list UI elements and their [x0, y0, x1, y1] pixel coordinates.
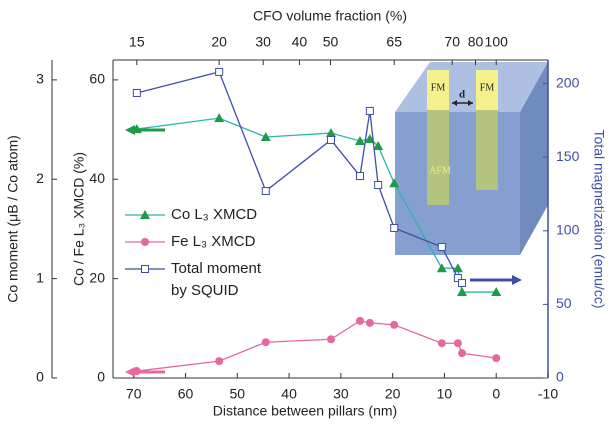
legend-marker [141, 238, 149, 246]
y-tick-label: 60 [89, 71, 105, 87]
x2-tick-label: 80 [468, 34, 484, 50]
x-tick-label: -10 [538, 386, 558, 402]
marker [356, 317, 364, 325]
axis-pointer-head [512, 275, 522, 285]
marker [454, 339, 462, 347]
marker [390, 321, 398, 329]
marker [375, 181, 382, 188]
marker [262, 338, 270, 346]
y2-axis-title: Total magnetization (emu/cc) [591, 130, 607, 309]
y3-axis-title: Co moment (μB / Co atom) [5, 135, 21, 303]
legend-entry: Total moment by SQUID [171, 258, 271, 308]
x2-axis-title: CFO volume fraction (%) [253, 8, 407, 24]
marker [391, 224, 398, 231]
marker [214, 113, 224, 122]
legend-label: Co L₃ XMCD [171, 204, 271, 226]
x-tick-label: 20 [385, 386, 401, 402]
x-tick-label: 60 [178, 386, 194, 402]
marker [458, 349, 466, 357]
y-axis-title: Co / Fe L₃ XMCD (%) [71, 152, 87, 286]
x-tick-label: 30 [333, 386, 349, 402]
x2-tick-label: 50 [323, 34, 339, 50]
y2-tick-label: 0 [556, 369, 564, 385]
marker [327, 335, 335, 343]
marker [438, 243, 445, 250]
pillar [427, 110, 449, 205]
x2-tick-label: 30 [255, 34, 271, 50]
inset-label: FM [480, 82, 495, 93]
x2-tick-label: 70 [444, 34, 460, 50]
marker [357, 173, 364, 180]
marker [328, 136, 335, 143]
marker [262, 188, 269, 195]
x-tick-label: 40 [281, 386, 297, 402]
y3-tick-label: 2 [36, 170, 44, 186]
pillar [476, 110, 498, 190]
x2-tick-label: 20 [211, 34, 227, 50]
inset-label: FM [431, 82, 446, 93]
marker [366, 107, 373, 114]
marker [492, 354, 500, 362]
axis-pointer-head [125, 125, 135, 135]
chart: FM FM d AFM Distance between pillars (nm… [0, 0, 611, 422]
y2-tick-label: 50 [556, 295, 572, 311]
marker [366, 319, 374, 327]
x-tick-label: 50 [229, 386, 245, 402]
marker [133, 89, 140, 96]
x2-tick-label: 100 [485, 34, 509, 50]
y2-tick-label: 200 [556, 74, 580, 90]
marker [459, 280, 466, 287]
y2-tick-label: 100 [556, 221, 580, 237]
x-tick-label: 0 [492, 386, 500, 402]
y3-tick-label: 3 [36, 71, 44, 87]
marker [326, 128, 336, 137]
inset-label: AFM [429, 165, 451, 176]
inset-front [395, 112, 520, 255]
y2-tick-label: 150 [556, 148, 580, 164]
x-tick-label: 70 [126, 386, 142, 402]
x2-tick-label: 40 [292, 34, 308, 50]
marker [216, 68, 223, 75]
x-tick-label: 10 [437, 386, 453, 402]
legend-marker [142, 266, 149, 273]
y-tick-label: 40 [89, 170, 105, 186]
y-tick-label: 20 [89, 269, 105, 285]
x2-tick-label: 15 [129, 34, 145, 50]
y3-tick-label: 1 [36, 269, 44, 285]
marker [215, 357, 223, 365]
inset-label: d [459, 89, 465, 101]
y-tick-label: 0 [97, 369, 105, 385]
legend-label: Fe L₃ XMCD [171, 231, 271, 253]
legend-label: Total moment by SQUID [171, 258, 271, 302]
x2-tick-label: 65 [386, 34, 402, 50]
page: {"chart_data": { "type": "line", "xlabel… [0, 0, 611, 427]
x-axis-title: Distance between pillars (nm) [213, 403, 397, 419]
y3-tick-label: 0 [36, 369, 44, 385]
marker [438, 339, 446, 347]
axis-pointer-head [125, 367, 135, 377]
